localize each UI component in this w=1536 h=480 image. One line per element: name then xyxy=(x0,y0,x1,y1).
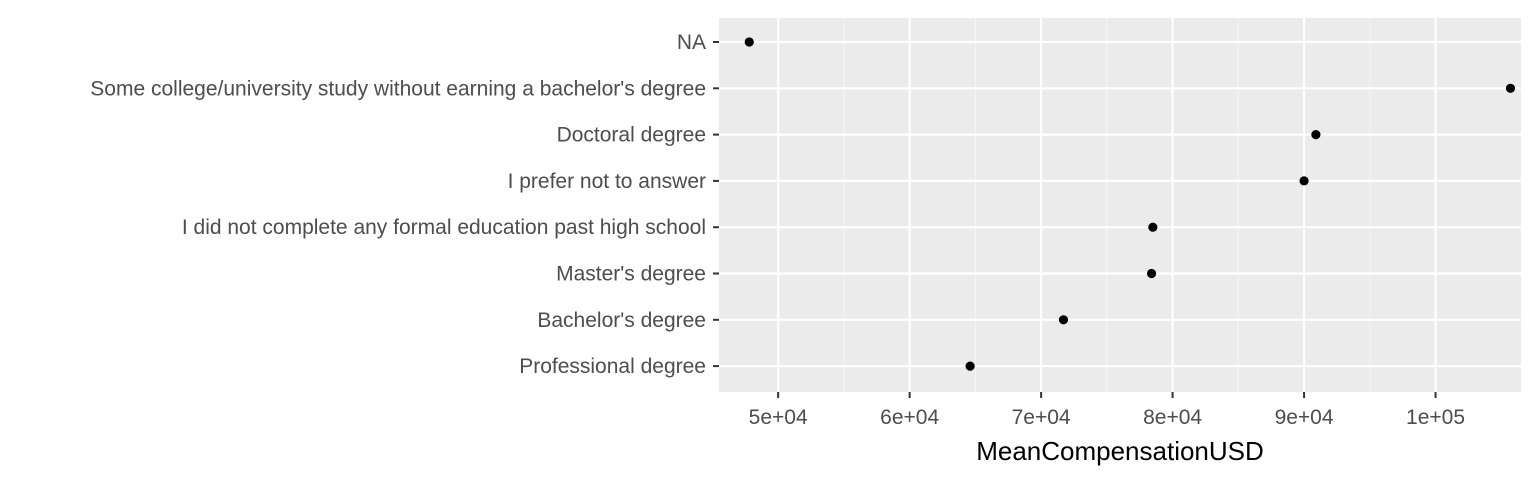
x-tick-label: 8e+04 xyxy=(1143,406,1202,429)
data-points xyxy=(744,37,1516,371)
data-point xyxy=(1058,315,1069,325)
major-gridlines xyxy=(719,18,1521,392)
y-tick-label: Master's degree xyxy=(556,263,706,286)
x-tick-label: 6e+04 xyxy=(880,406,939,429)
plot-panel xyxy=(719,18,1521,392)
y-tick-label: I did not complete any formal education … xyxy=(182,216,706,239)
x-tick-label: 9e+04 xyxy=(1275,406,1334,429)
x-axis: 5e+04 6e+04 7e+04 8e+04 9e+04 1e+05 xyxy=(749,392,1465,429)
x-tick-label: 1e+05 xyxy=(1406,406,1465,429)
x-axis-title: MeanCompensationUSD xyxy=(976,436,1264,466)
data-point xyxy=(1148,222,1158,232)
x-tick-label: 7e+04 xyxy=(1012,406,1071,429)
data-point xyxy=(965,361,975,371)
data-point xyxy=(744,37,754,47)
y-tick-label: Professional degree xyxy=(519,355,706,378)
y-axis: NA Some college/university study without … xyxy=(90,31,719,378)
y-tick-label: NA xyxy=(677,31,706,54)
y-tick-label: Some college/university study without ea… xyxy=(90,77,706,100)
minor-gridlines xyxy=(843,18,1371,392)
y-tick-label: Bachelor's degree xyxy=(537,309,706,332)
y-tick-label: Doctoral degree xyxy=(557,124,706,147)
data-point xyxy=(1146,268,1157,279)
data-point xyxy=(1311,130,1321,140)
data-point xyxy=(1505,83,1516,93)
data-point xyxy=(1299,176,1309,186)
y-tick-label: I prefer not to answer xyxy=(508,170,706,193)
x-tick-label: 5e+04 xyxy=(749,406,808,429)
